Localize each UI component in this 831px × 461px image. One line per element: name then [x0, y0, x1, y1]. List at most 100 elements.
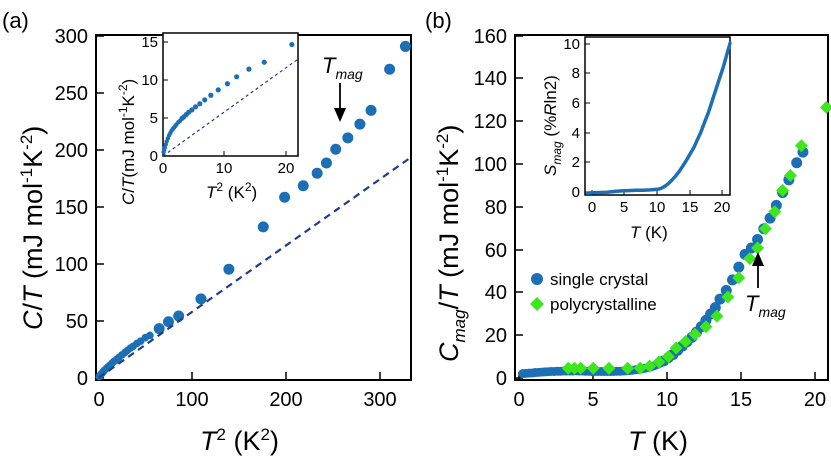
panel-b-inset-x-axis-label: T (K): [630, 223, 668, 242]
panel-b-inset-x-tick-label: 0: [588, 199, 596, 216]
panel-a-plot: [95, 40, 412, 381]
panel-a-y-tick-label: 150: [55, 197, 88, 219]
b-main-point-single-crystal: [733, 261, 745, 273]
b-main-point-polycrystalline: [758, 222, 772, 236]
a-inset-point-data: [289, 41, 295, 48]
panel-a-y-tick-label: 300: [55, 26, 88, 48]
a-main-point-data: [297, 180, 309, 192]
panel-b: (b) 0 5 10 15 20 0 20 40: [425, 8, 831, 456]
b-main-point-polycrystalline: [783, 169, 797, 183]
panel-b-label: (b): [425, 8, 452, 33]
panel-a-tmag-label: Tmag: [322, 53, 363, 82]
a-main-point-data: [320, 157, 332, 169]
a-main-fit-line: [98, 156, 412, 379]
panel-a-inset-x-axis-label: T2 (K2): [206, 180, 257, 202]
panel-b-y-tick-label: 120: [474, 111, 507, 133]
panel-b-inset-x-tick-label: 15: [682, 199, 699, 216]
b-main-point-polycrystalline: [652, 355, 666, 369]
panel-a-x-axis-label: T2 (K2): [200, 425, 279, 456]
panel-b-y-tick-label: 0: [496, 368, 507, 390]
panel-a-inset-x-tick-label: 0: [159, 160, 167, 177]
panel-b-y-tick-label: 100: [474, 154, 507, 176]
b-main-point-polycrystalline: [633, 361, 647, 375]
panel-b-plot: [518, 100, 831, 379]
panel-b-legend: single crystal polycrystalline: [530, 270, 657, 314]
b-main-point-polycrystalline: [794, 139, 808, 153]
b-main-point-polycrystalline: [751, 241, 765, 255]
a-main-point-data: [279, 191, 291, 203]
b-main-point-single-crystal: [752, 233, 764, 245]
a-main-point-data: [223, 263, 235, 275]
panel-b-x-tick-label: 10: [656, 389, 678, 411]
b-main-point-single-crystal: [709, 302, 721, 314]
a-inset-point-data: [246, 66, 252, 72]
panel-b-x-tick-label: 0: [513, 389, 524, 411]
b-main-point-polycrystalline: [574, 361, 588, 375]
panel-b-x-ticks: 0 5 10 15 20: [513, 372, 826, 411]
a-main-point-data: [146, 331, 154, 340]
panel-b-y-tick-label: 140: [474, 68, 507, 90]
a-main-point-data: [354, 118, 366, 130]
panel-b-x-tick-label: 20: [804, 389, 826, 411]
a-inset-point-data: [192, 104, 199, 110]
b-main-point-polycrystalline: [768, 205, 782, 219]
panel-b-y-tick-label: 40: [485, 282, 507, 304]
a-inset-point-data: [224, 81, 231, 87]
b-main-point-polycrystalline: [586, 361, 600, 375]
panel-b-inset-y-tick-label: 2: [572, 154, 580, 171]
panel-a-inset-y-tick-label: 10: [141, 72, 158, 89]
b-main-point-polycrystalline: [643, 359, 657, 373]
panel-a-y-tick-label: 200: [55, 140, 88, 162]
a-main-point-data: [195, 293, 207, 305]
panel-a-inset-y-axis-label: C/T(mJ mol-1K-2): [116, 79, 138, 205]
panel-b-y-tick-label: 60: [485, 240, 507, 262]
panel-a-inset-plot: [161, 41, 299, 157]
a-inset-point-data: [234, 74, 240, 80]
legend-label-single-crystal: single crystal: [550, 270, 648, 289]
legend-label-polycrystalline: polycrystalline: [550, 295, 657, 314]
panel-a-inset-y-tick-label: 15: [141, 34, 158, 51]
a-inset-point-data: [202, 97, 208, 103]
panel-a-x-tick-label: 200: [269, 389, 302, 411]
panel-a-inset: 0 10 20 0 5 10 15 T2 (K2) C/T(mJ mol-1K-…: [116, 32, 299, 205]
panel-a-y-tick-label: 0: [77, 368, 88, 390]
a-main-point-data: [153, 323, 165, 335]
b-main-point-polycrystalline: [743, 252, 757, 266]
b-main-point-polycrystalline: [621, 361, 635, 375]
panel-b-y-axis-label: Cmag/T (mJ mol-1K-2): [433, 125, 469, 362]
legend-marker-single-crystal: [531, 273, 543, 285]
panel-a-y-ticks: 0 50 100 150 200 250 300: [55, 26, 104, 390]
a-main-point-data: [365, 104, 377, 116]
panel-b-inset-y-tick-label: 10: [563, 36, 580, 53]
panel-b-x-tick-label: 15: [730, 389, 752, 411]
b-inset-curve: [585, 41, 732, 195]
a-main-point-data: [311, 167, 323, 179]
a-main-point-data: [330, 143, 342, 155]
panel-a-y-tick-label: 250: [55, 83, 88, 105]
panel-b-x-axis-label: T (K): [628, 426, 688, 456]
b-main-point-polycrystalline: [661, 350, 675, 364]
panel-a-x-tick-label: 300: [363, 389, 396, 411]
a-inset-point-data: [197, 101, 203, 107]
panel-b-inset-x-tick-label: 10: [649, 199, 666, 216]
b-main-point-polycrystalline: [669, 341, 683, 355]
b-main-point-polycrystalline: [819, 100, 831, 114]
b-main-point-polycrystalline: [688, 327, 702, 341]
panel-b-y-tick-label: 80: [485, 197, 507, 219]
panel-a-inset-x-tick-label: 10: [216, 160, 233, 177]
panel-a-inset-y-tick-label: 0: [150, 148, 158, 165]
panel-a-x-tick-label: 0: [93, 389, 104, 411]
a-main-point-data: [399, 40, 411, 52]
a-inset-fit-line: [162, 58, 299, 157]
panel-b-x-tick-label: 5: [587, 389, 598, 411]
a-inset-point-data: [189, 107, 195, 113]
a-inset-point-data: [261, 59, 267, 65]
panel-b-inset-y-tick-label: 4: [572, 125, 580, 142]
b-main-point-polycrystalline: [732, 271, 746, 285]
panel-a-inset-x-tick-label: 20: [278, 160, 295, 177]
panel-a-tmag-arrowhead: [334, 108, 346, 122]
panel-a-inset-y-tick-label: 5: [150, 110, 158, 127]
a-main-point-data: [342, 132, 354, 144]
panel-b-y-tick-label: 160: [474, 26, 507, 48]
